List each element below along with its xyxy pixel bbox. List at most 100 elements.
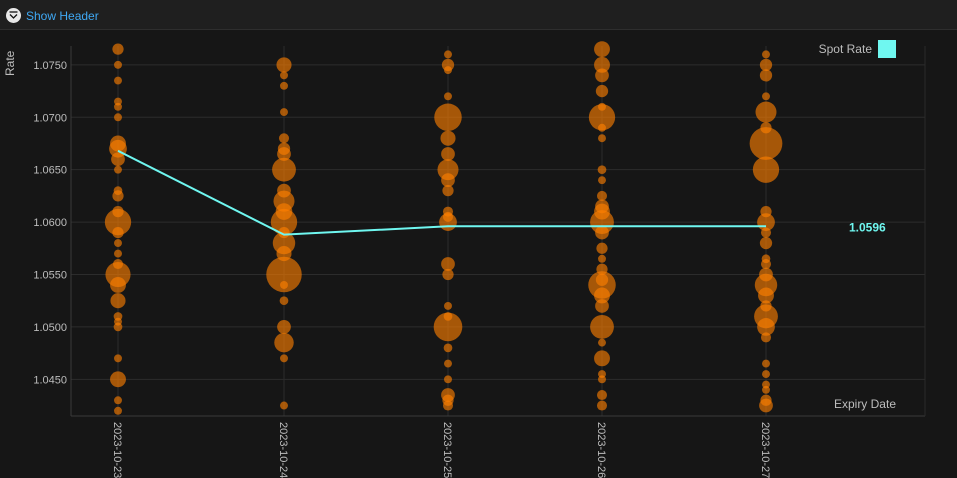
bubble-point[interactable] [596,190,608,201]
bubble-point[interactable] [280,108,288,117]
bubble-point[interactable] [442,185,454,197]
bubble-point[interactable] [280,354,288,363]
bubble-point[interactable] [444,50,452,59]
bubble-point[interactable] [280,71,288,80]
bubble-point[interactable] [280,281,288,289]
bubble-point[interactable] [595,299,609,313]
bubble-point[interactable] [596,242,608,254]
bubble-point[interactable] [441,147,455,161]
bubble-point[interactable] [598,134,606,143]
bubble-point[interactable] [594,41,610,58]
bubble-point[interactable] [434,103,462,132]
bubble-point[interactable] [276,57,292,73]
bubble-point[interactable] [442,400,454,411]
bubble-point[interactable] [596,400,608,411]
bubble-point[interactable] [598,338,606,347]
show-header-button[interactable]: Show Header [6,8,99,23]
bubble-point[interactable] [110,277,126,293]
bubble-point[interactable] [277,320,291,334]
bubble-point[interactable] [112,43,124,55]
bubble-point[interactable] [759,69,773,82]
bubble-point[interactable] [272,157,296,182]
bubble-point[interactable] [595,68,609,83]
bubble-point[interactable] [760,258,772,270]
bubble-point[interactable] [444,66,452,75]
bubble-point[interactable] [275,203,293,220]
bubble-point[interactable] [114,396,122,405]
bubble-point[interactable] [444,375,452,384]
bubble-point[interactable] [277,147,291,161]
bubble-point[interactable] [442,268,454,281]
bubble-point[interactable] [110,371,126,388]
bubble-point[interactable] [274,332,294,353]
bubble-point[interactable] [598,375,606,384]
bubble-point[interactable] [762,370,770,379]
bubble-point[interactable] [759,236,773,250]
bubble-point[interactable] [590,210,614,234]
bubble-point[interactable] [595,225,609,240]
bubble-point[interactable] [598,254,606,263]
bubble-point[interactable] [595,84,609,98]
bubble-point[interactable] [762,92,770,101]
bubble-point[interactable] [110,293,126,309]
bubble-point[interactable] [441,173,455,188]
bubble-point[interactable] [597,165,607,175]
bubble-point[interactable] [113,322,123,332]
bubble-point[interactable] [114,60,122,69]
bubble-point[interactable] [443,343,453,353]
bubble-point[interactable] [114,249,122,258]
bubble-point[interactable] [762,50,770,59]
bubble-point[interactable] [114,113,122,122]
bubble-point[interactable] [444,92,452,101]
bubble-point[interactable] [444,301,452,310]
bubble-point[interactable] [444,359,452,368]
bubble-point[interactable] [758,287,774,304]
bubble-point[interactable] [762,359,770,368]
bubble-point[interactable] [760,332,772,343]
bubble-point[interactable] [114,76,122,85]
bubble-point[interactable] [114,102,122,111]
bubble-point[interactable] [759,58,773,72]
bubble-point[interactable] [755,101,777,123]
bubble-point[interactable] [752,156,780,183]
bubble-point[interactable] [590,315,614,339]
x-tick-label: 2023-10-26 [595,422,607,478]
bubble-point[interactable] [279,296,289,306]
spot-rate-line[interactable] [117,149,766,236]
x-tick-label: 2023-10-27 [759,422,771,478]
axes: 1.0450 1.0500 1.0550 1.0600 1.0650 1.0700 1.07… [33,46,926,478]
bubble-point[interactable] [598,123,606,132]
bubble-point[interactable] [433,312,463,342]
bubble-point[interactable] [111,152,125,167]
bubble-point[interactable] [588,104,616,131]
bubble-point[interactable] [114,165,122,174]
bubble-point[interactable] [266,256,302,293]
bubble-point[interactable] [114,354,122,363]
bubble-point[interactable] [598,176,606,185]
bubble-point[interactable] [594,350,610,367]
bubble-point[interactable] [757,318,775,336]
legend[interactable]: Spot Rate [819,40,896,58]
bubble-point[interactable] [114,239,122,248]
bubble-point[interactable] [441,257,455,271]
bubble-point[interactable] [759,398,773,413]
spot-rate-line-layer [117,149,766,236]
bubble-point[interactable] [112,226,124,239]
bubble-point[interactable] [114,406,122,415]
bubble-point[interactable] [749,127,783,160]
bubble-point[interactable] [594,56,610,73]
bubble-point[interactable] [104,208,132,236]
bubble-point[interactable] [596,390,608,401]
bubble-point[interactable] [280,401,288,410]
bubble-point[interactable] [760,227,772,238]
bubble-point[interactable] [112,190,124,202]
bubble-point[interactable] [440,130,456,146]
bubble-point[interactable] [437,159,459,181]
bubble-point[interactable] [278,133,290,144]
y-axis-title: Rate [3,50,17,76]
bubble-point[interactable] [439,213,457,231]
legend-swatch [878,40,896,58]
bubble-point[interactable] [280,81,288,90]
bubble-point[interactable] [594,287,610,304]
bubble-point[interactable] [762,385,770,394]
